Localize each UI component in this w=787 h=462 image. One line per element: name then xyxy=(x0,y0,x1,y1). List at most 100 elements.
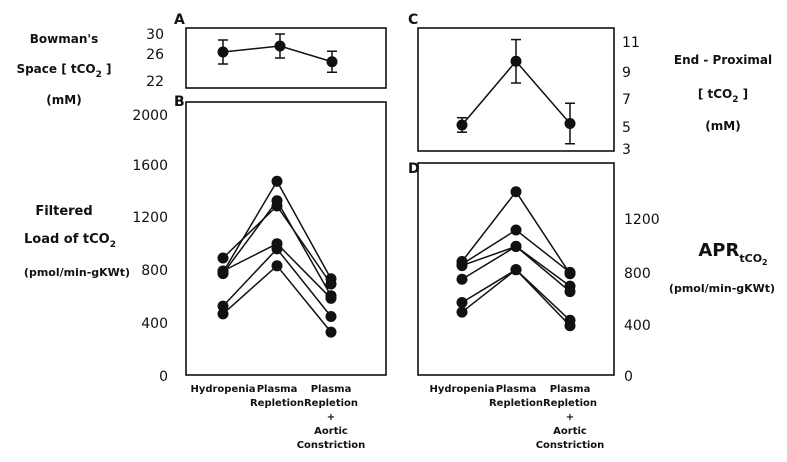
panel-b-ylabel-sub: 2 xyxy=(110,240,116,250)
panel-b-ylabel-unit: (pmol/min-gKWt) xyxy=(24,266,130,279)
panel-d-ylabel-unit: (pmol/min-gKWt) xyxy=(669,282,775,295)
panel-b-marks xyxy=(218,176,337,338)
panel-b-letter: B xyxy=(174,94,185,110)
category-label: Aortic xyxy=(314,426,348,437)
panel-c-ytick-label: 7 xyxy=(622,92,631,108)
panel-d-letter: D xyxy=(408,161,420,177)
category-label: Repletion xyxy=(489,398,543,409)
category-label: Repletion xyxy=(543,398,597,409)
category-label: Plasma xyxy=(257,384,298,395)
category-label: + xyxy=(566,412,574,423)
panel-c-ytick-label: 9 xyxy=(622,65,631,81)
panel-d-marks xyxy=(457,186,576,331)
panel-d-yticks: 1200 800 400 0 xyxy=(624,212,660,385)
panel-d-ylabel-sub: tCO xyxy=(739,252,762,265)
category-label: Hydropenia xyxy=(429,384,494,395)
category-label: Plasma xyxy=(311,384,352,395)
panel-b-ylabel-main: Load of tCO xyxy=(24,232,110,247)
data-point xyxy=(457,307,468,318)
panel-a-ylabel-unit: (mM) xyxy=(46,93,81,107)
data-point xyxy=(327,56,338,67)
panel-d-ylabel-subsub: 2 xyxy=(762,258,768,267)
panel-b: B 2000 1600 1200 800 400 0 Filtered Load… xyxy=(24,94,386,451)
panel-c-ylabel-main: [ tCO xyxy=(698,87,732,101)
panel-b-ytick-label: 0 xyxy=(159,369,168,385)
data-point xyxy=(511,186,522,197)
category-label: Constriction xyxy=(297,440,366,451)
category-label: Hydropenia xyxy=(190,384,255,395)
panel-a-frame xyxy=(186,28,386,88)
data-point xyxy=(511,264,522,275)
panel-c-yticks: 11 9 7 5 3 xyxy=(622,35,640,158)
panel-c-ytick-label: 11 xyxy=(622,35,640,51)
panel-b-ytick-label: 800 xyxy=(141,263,168,279)
panel-d-ylabel-line-1: APRtCO2 xyxy=(698,240,767,267)
data-point xyxy=(218,47,229,58)
category-label: Plasma xyxy=(550,384,591,395)
data-point xyxy=(326,293,337,304)
panel-a-ylabel-line-1: Bowman's xyxy=(30,32,98,46)
category-label: Aortic xyxy=(553,426,587,437)
panel-d-ytick-label: 400 xyxy=(624,318,651,334)
panel-c-ylabel-line-2: [ tCO2 ] xyxy=(698,87,748,105)
panel-c: C 11 9 7 5 3 End - Proximal [ tCO2 ] (mM… xyxy=(408,12,772,158)
category-label: Repletion xyxy=(304,398,358,409)
panel-d-ylabel-main: APR xyxy=(698,240,739,261)
data-point xyxy=(218,253,229,264)
data-point xyxy=(326,311,337,322)
panel-b-ytick-label: 2000 xyxy=(132,108,168,124)
panel-d-category-labels: Hydropenia PlasmaRepletionPlasmaRepletion… xyxy=(429,384,604,451)
panel-a: A 30 26 22 Bowman's Space [ tCO2 ] (mM) xyxy=(16,12,386,107)
data-point xyxy=(565,320,576,331)
panel-a-ylabel-close: ] xyxy=(102,62,112,76)
panel-b-ylabel-line-2: Load of tCO2 xyxy=(24,232,116,250)
panel-a-letter: A xyxy=(174,12,185,28)
panel-c-ylabel-unit: (mM) xyxy=(705,119,740,133)
data-point xyxy=(272,176,283,187)
data-point xyxy=(565,267,576,278)
data-point xyxy=(275,41,286,52)
panel-b-frame xyxy=(186,102,386,375)
data-point xyxy=(565,118,576,129)
category-label: + xyxy=(327,412,335,423)
data-point xyxy=(218,308,229,319)
category-label: Plasma xyxy=(496,384,537,395)
panel-b-ytick-label: 1600 xyxy=(132,158,168,174)
category-label: Constriction xyxy=(536,440,605,451)
data-point xyxy=(272,243,283,254)
panel-b-category-labels: Hydropenia PlasmaRepletionPlasmaRepletion… xyxy=(190,384,365,451)
data-point xyxy=(511,225,522,236)
panel-a-marks xyxy=(218,34,338,72)
data-point xyxy=(326,327,337,338)
data-point xyxy=(457,119,468,130)
panel-d-ytick-label: 800 xyxy=(624,266,651,282)
data-point xyxy=(218,266,229,277)
panel-a-ylabel-main: Space [ tCO xyxy=(16,62,95,76)
panel-c-ylabel-close: ] xyxy=(739,87,749,101)
panel-b-ytick-label: 400 xyxy=(141,316,168,332)
panel-b-ylabel-line-1: Filtered xyxy=(35,204,92,219)
panel-b-yticks: 2000 1600 1200 800 400 0 xyxy=(132,108,168,385)
panel-a-yticks: 30 26 22 xyxy=(146,27,164,90)
panel-b-ytick-label: 1200 xyxy=(132,210,168,226)
category-label: Repletion xyxy=(250,398,304,409)
panel-c-ytick-label: 5 xyxy=(622,120,631,136)
data-point xyxy=(272,260,283,271)
panel-a-ytick-label: 22 xyxy=(146,74,164,90)
panel-d-ytick-label: 0 xyxy=(624,369,633,385)
data-point xyxy=(457,260,468,271)
panel-c-ytick-label: 3 xyxy=(622,142,631,158)
panel-a-ytick-label: 26 xyxy=(146,47,164,63)
panel-d: D 1200 800 400 0 APRtCO2 (pmol/min-gKWt)… xyxy=(408,161,775,451)
data-point xyxy=(511,56,522,67)
data-point xyxy=(457,274,468,285)
panel-c-marks xyxy=(457,40,576,144)
panel-d-ytick-label: 1200 xyxy=(624,212,660,228)
panel-c-ylabel-line-1: End - Proximal xyxy=(674,53,772,67)
data-point xyxy=(457,297,468,308)
panel-c-letter: C xyxy=(408,12,418,28)
series-line xyxy=(223,266,331,332)
panel-a-ylabel-line-2: Space [ tCO2 ] xyxy=(16,62,111,80)
data-point xyxy=(272,195,283,206)
